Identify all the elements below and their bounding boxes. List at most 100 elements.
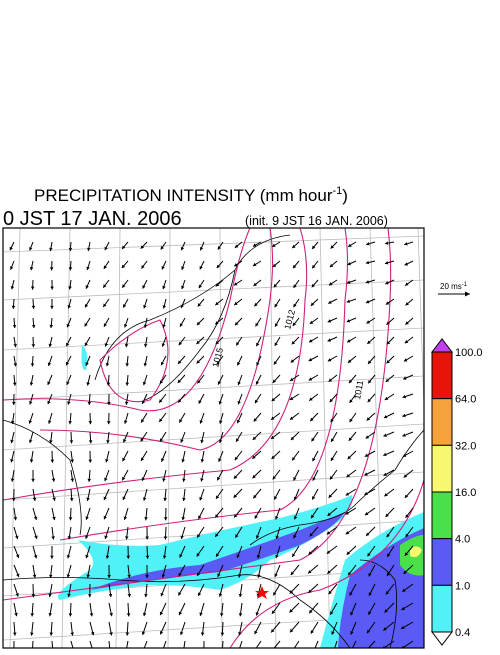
precip-light <box>58 495 353 600</box>
wind-arrow <box>161 641 166 650</box>
wind-arrow-head <box>10 440 14 443</box>
wind-arrow-head <box>107 421 111 424</box>
wind-arrow-head <box>52 497 56 500</box>
wind-arrow-head <box>164 536 168 539</box>
wind-arrow-head <box>200 478 204 481</box>
wind-arrow-head <box>69 613 73 616</box>
wind-arrow <box>238 641 242 650</box>
wind-arrow-head <box>143 613 147 616</box>
isobar-label: 1015 <box>210 347 225 369</box>
colorbar-label: 16.0 <box>455 487 476 499</box>
wind-arrow-head <box>32 306 36 309</box>
wind-arrow-head <box>31 287 35 290</box>
wind-arrow-head <box>181 459 185 462</box>
colorbar-box <box>432 539 452 586</box>
wind-arrow-head <box>70 440 74 443</box>
wind-arrow-head <box>31 479 35 482</box>
colorbar-label: 4.0 <box>455 534 470 546</box>
wind-arrow-head <box>12 402 16 405</box>
wind-arrow <box>291 641 299 650</box>
colorbar-label: 32.0 <box>455 440 476 452</box>
colorbar-box <box>432 492 452 539</box>
wind-arrow <box>183 641 185 650</box>
init-time: (init. 9 JST 16 JAN. 2006) <box>245 214 388 228</box>
wind-arrow-head <box>106 440 110 443</box>
wind-arrow-head <box>127 613 131 616</box>
title-end: ) <box>342 186 348 205</box>
wind-arrow-head <box>88 594 92 597</box>
wind-arrow-head <box>67 574 70 577</box>
wind-arrow <box>125 641 128 650</box>
wind-arrow-head <box>67 401 70 404</box>
colorbar-box <box>432 585 452 632</box>
colorbar-bottom-triangle <box>432 632 452 645</box>
wind-arrow-head <box>34 555 37 558</box>
wind-arrow <box>253 641 261 650</box>
wind-arrow-head <box>50 556 54 559</box>
wind-arrow-head <box>201 632 205 635</box>
wind-arrow-head <box>86 498 90 501</box>
wind-arrow-head <box>13 633 17 636</box>
wind-arrow-head <box>200 440 204 443</box>
wind-arrow-head <box>30 632 34 635</box>
wind-arrow-head <box>34 516 37 519</box>
wind-reference-exponent: -1 <box>462 282 468 288</box>
wind-arrow <box>142 641 147 650</box>
wind-arrow-head <box>29 440 32 443</box>
wind-arrow-head <box>144 594 148 597</box>
wind-reference-text: 20 ms <box>440 282 462 291</box>
colorbar-box <box>432 352 452 399</box>
wind-arrow-head <box>11 286 15 289</box>
wind-arrow-head <box>109 613 113 616</box>
wind-arrow-head <box>87 479 91 482</box>
wind-arrow-head <box>164 517 168 520</box>
wind-arrow-head <box>13 325 17 328</box>
wind-arrow-head <box>50 287 54 290</box>
colorbar-label: 1.0 <box>455 580 470 592</box>
wind-arrow-head <box>86 382 90 385</box>
wind-arrow-head <box>126 633 130 636</box>
wind-arrow-head <box>143 497 146 500</box>
wind-reference: 20 ms-1 <box>438 282 470 297</box>
wind-arrow-head <box>89 421 93 424</box>
wind-arrow-head <box>385 261 388 264</box>
wind-arrow-head <box>144 517 148 520</box>
wind-arrow-head <box>48 420 51 423</box>
wind-arrow-head <box>125 536 129 539</box>
colorbar-top-triangle <box>432 339 452 352</box>
wind-arrow-head <box>51 460 55 463</box>
valid-time: 0 JST 17 JAN. 2006 <box>3 208 182 230</box>
wind-arrow-head <box>70 632 74 635</box>
wind-arrow <box>32 641 33 650</box>
wind-arrow-head <box>12 306 16 309</box>
wind-arrow-head <box>30 613 34 616</box>
wind-arrow <box>313 641 318 650</box>
wind-arrow-head <box>67 555 70 558</box>
wind-arrow-head <box>144 363 148 366</box>
wind-arrow-head <box>124 420 127 423</box>
wind-arrow-head <box>67 305 70 308</box>
wind-arrow <box>90 641 94 650</box>
wind-arrow-head <box>163 498 167 501</box>
wind-reference-head <box>465 292 470 297</box>
wind-arrow-head <box>49 633 53 636</box>
wind-arrow-head <box>49 325 53 328</box>
colorbar: 100.0 64.0 32.0 16.0 4.0 1.0 0.4 <box>432 339 483 645</box>
colorbar-box <box>432 445 452 492</box>
colorbar-label: 100.0 <box>455 347 483 359</box>
wind-arrow-head <box>89 440 93 443</box>
wind-arrow <box>71 641 75 650</box>
wind-arrow-head <box>105 459 108 462</box>
wind-arrow-head <box>70 498 74 501</box>
wind-arrow-head <box>52 517 56 520</box>
title: PRECIPITATION INTENSITY (mm hour-1) <box>34 185 348 205</box>
colorbar-label: 64.0 <box>455 394 476 406</box>
wind-arrow-head <box>32 344 36 347</box>
wind-arrow-head <box>68 421 72 424</box>
map: 1015 1012 1011 <box>3 228 432 650</box>
wind-arrow <box>109 641 110 650</box>
wind-arrow-head <box>30 267 34 270</box>
wind-arrow-head <box>220 613 224 616</box>
colorbar-label: 0.4 <box>455 627 470 639</box>
